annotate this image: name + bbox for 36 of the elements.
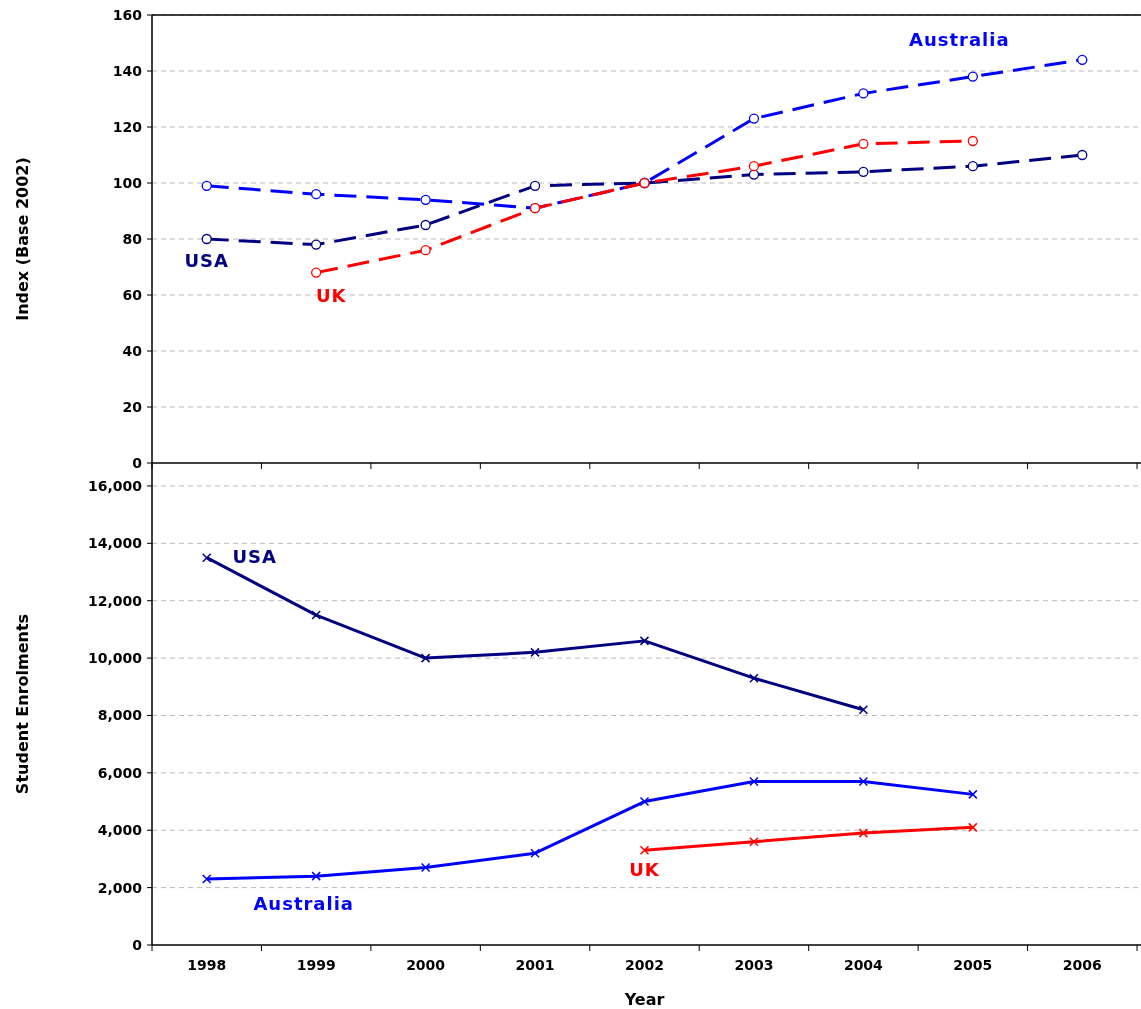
x-tick-label: 2004 — [843, 957, 884, 973]
y-tick-label: 10,000 — [87, 650, 143, 666]
y-tick-label: 20 — [122, 398, 143, 415]
x-tick-label: 2000 — [406, 957, 446, 973]
x-tick-label: 2002 — [625, 957, 664, 973]
series-label: USA — [232, 545, 277, 567]
x-tick-label: 2001 — [515, 957, 555, 973]
y-tick-label: 4,000 — [97, 822, 143, 839]
series-label: UK — [315, 284, 347, 306]
y-tick-label: 2,000 — [97, 879, 143, 896]
y-tick-label: 6,000 — [97, 764, 143, 781]
x-tick-label: 1999 — [296, 957, 336, 973]
y-tick-label: 80 — [122, 230, 143, 247]
series-label: UK — [629, 859, 660, 881]
y-tick-label: 0 — [132, 454, 143, 471]
y-tick-label: 60 — [122, 286, 143, 303]
x-axis-title: Year — [623, 990, 665, 1009]
y-tick-label: 160 — [112, 6, 143, 23]
y-tick-label: 100 — [112, 174, 143, 191]
x-tick-label: 2005 — [953, 957, 993, 973]
y-tick-label: 8,000 — [97, 707, 143, 724]
x-tick-label: 1998 — [187, 957, 227, 973]
y-tick-label: 12,000 — [87, 592, 143, 609]
y-axis-title: Index (Base 2002) — [13, 157, 32, 321]
y-tick-label: 14,000 — [87, 535, 143, 552]
series-label: Australia — [908, 28, 1010, 50]
y-tick-label: 0 — [132, 936, 143, 953]
y-tick-label: 16,000 — [87, 477, 143, 494]
x-tick-label: 2003 — [734, 957, 774, 973]
y-tick-label: 140 — [112, 62, 143, 79]
series-label: USA — [184, 250, 229, 271]
x-tick-label: 2006 — [1062, 957, 1102, 973]
y-tick-label: 120 — [112, 118, 143, 135]
series-label: Australia — [253, 893, 355, 915]
y-tick-label: 40 — [122, 342, 143, 359]
y-axis-title: Student Enrolments — [13, 613, 32, 795]
